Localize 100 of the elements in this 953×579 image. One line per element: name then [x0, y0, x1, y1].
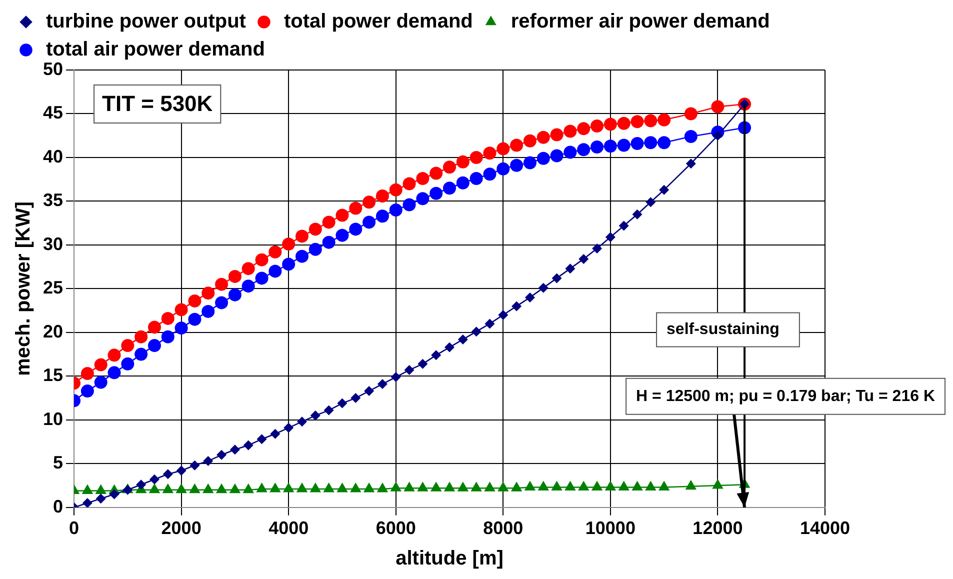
point — [121, 339, 134, 352]
x-axis-title: altitude [m] — [396, 548, 504, 570]
point — [510, 138, 524, 152]
point — [296, 416, 307, 427]
point — [471, 326, 482, 337]
y-tick-label: 10 — [42, 408, 64, 429]
point — [510, 158, 524, 172]
y-tick-label: 25 — [42, 278, 64, 298]
point — [484, 482, 496, 492]
point — [632, 209, 642, 220]
point — [550, 128, 564, 142]
point — [134, 348, 148, 361]
point — [538, 480, 550, 491]
point — [162, 469, 173, 480]
point — [308, 242, 322, 256]
point — [684, 130, 698, 143]
point — [644, 114, 658, 128]
point — [242, 280, 255, 293]
point — [176, 483, 187, 494]
point — [551, 480, 562, 491]
point — [202, 483, 214, 494]
point — [498, 310, 508, 320]
point — [323, 482, 334, 492]
y-axis-title: mech. power [KW] — [12, 201, 35, 376]
point — [203, 456, 214, 466]
point — [136, 480, 146, 490]
point — [243, 440, 254, 450]
y-tick-label: 45 — [42, 102, 64, 123]
point — [188, 312, 202, 326]
point — [189, 483, 200, 494]
point — [336, 208, 349, 222]
y-tick-label: 50 — [42, 58, 64, 79]
x-tick-label: 4000 — [268, 518, 309, 538]
point — [523, 134, 536, 148]
point — [255, 253, 268, 266]
point — [617, 116, 630, 130]
point — [82, 498, 92, 508]
point — [215, 278, 228, 291]
point — [268, 264, 282, 278]
point — [364, 386, 374, 396]
point — [578, 480, 590, 491]
point — [536, 152, 550, 165]
point — [96, 494, 106, 504]
point — [108, 366, 121, 380]
point — [324, 405, 334, 416]
point — [470, 150, 483, 164]
x-tick-label: 0 — [69, 518, 80, 538]
point — [376, 210, 389, 223]
point — [161, 330, 174, 344]
point — [94, 376, 108, 389]
point — [470, 172, 483, 185]
point — [255, 272, 268, 285]
point — [470, 482, 482, 492]
point — [242, 262, 255, 276]
legend-label: total power demand — [284, 10, 473, 33]
point — [538, 282, 548, 293]
point — [296, 482, 308, 492]
point — [564, 480, 576, 491]
x-tick-label: 8000 — [483, 518, 524, 538]
point — [282, 482, 294, 492]
point — [416, 192, 430, 206]
y-tick-label: 35 — [42, 190, 64, 210]
point — [565, 264, 576, 274]
point — [443, 160, 456, 174]
point — [295, 250, 308, 263]
point — [711, 100, 724, 114]
point — [82, 484, 94, 494]
point — [456, 176, 470, 190]
point — [430, 186, 443, 200]
point — [230, 444, 240, 455]
y-tick-label: 30 — [42, 234, 64, 254]
point — [134, 330, 148, 344]
point — [228, 288, 242, 302]
point — [443, 182, 456, 195]
point — [645, 480, 656, 491]
y-tick-label: 15 — [42, 365, 64, 386]
x-tick-label: 10000 — [585, 518, 636, 538]
point — [268, 245, 282, 258]
point — [605, 232, 616, 242]
point — [215, 296, 228, 310]
point — [712, 130, 723, 141]
point — [202, 286, 215, 300]
point — [362, 196, 376, 209]
point — [458, 334, 468, 344]
point — [229, 483, 241, 494]
point — [270, 428, 280, 439]
point — [604, 480, 616, 491]
ref-line-label: self-sustaining — [666, 321, 780, 338]
point — [161, 312, 174, 325]
point — [404, 365, 414, 376]
point — [590, 119, 604, 132]
point — [618, 220, 629, 231]
point — [577, 143, 590, 156]
point — [550, 149, 564, 162]
point — [282, 258, 296, 271]
point — [510, 482, 522, 492]
point — [483, 168, 496, 181]
y-tick-label: 40 — [42, 146, 64, 166]
point — [148, 483, 160, 494]
point — [350, 393, 361, 404]
